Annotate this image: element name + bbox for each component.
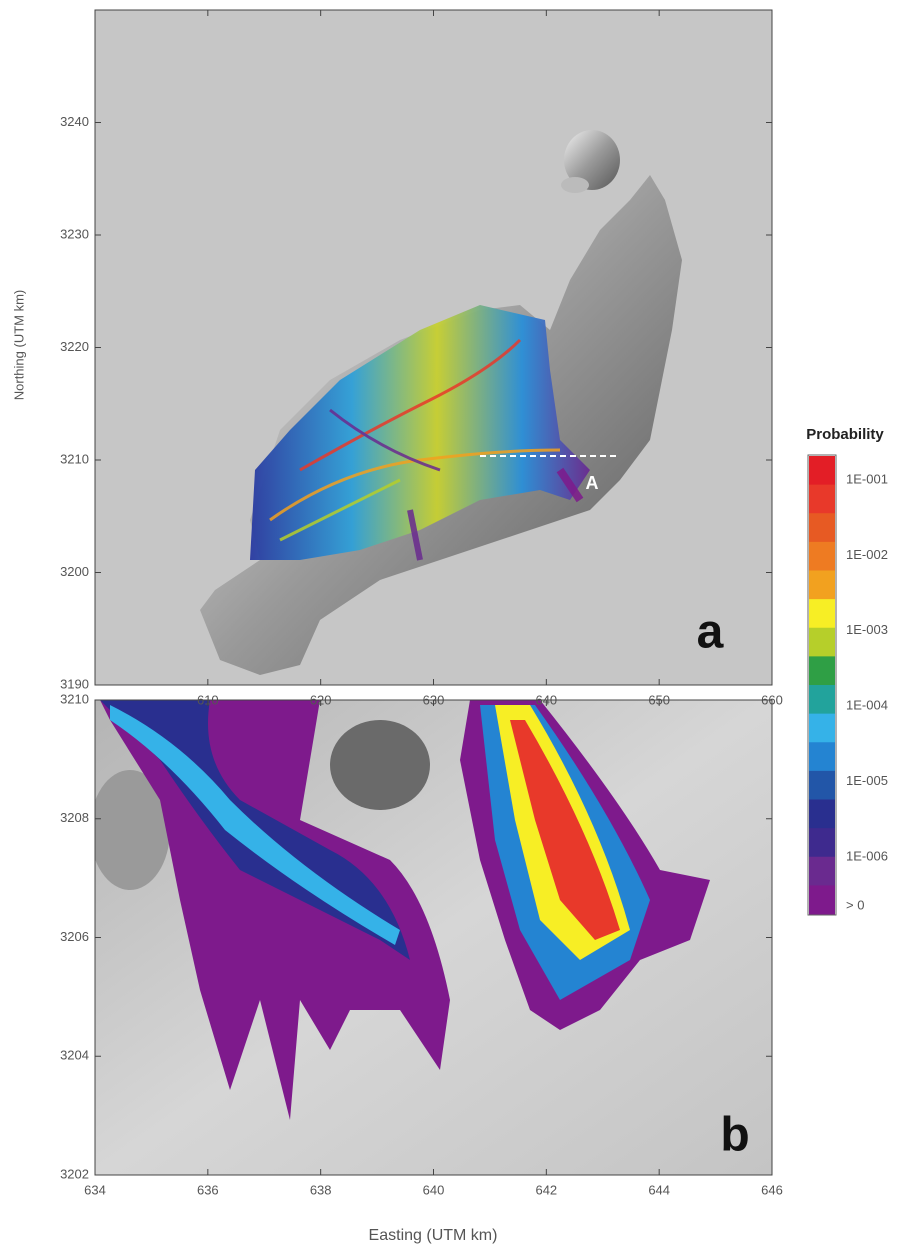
colorbar-band: [809, 828, 835, 857]
legend-label: 1E-003: [846, 622, 888, 637]
legend-title: Probability: [806, 426, 884, 443]
legend-label: 1E-005: [846, 773, 888, 788]
colorbar-band: [809, 599, 835, 628]
y-tick-label: 3204: [60, 1048, 89, 1063]
colorbar-band: [809, 656, 835, 685]
map-a: [95, 10, 772, 685]
colorbar-band: [809, 485, 835, 514]
map-b: [90, 700, 772, 1175]
x-tick-label: 638: [310, 1182, 332, 1197]
y-tick-label: 3208: [60, 810, 89, 825]
x-tick-label: 642: [535, 1182, 557, 1197]
colorbar-band: [809, 571, 835, 600]
legend-label: 1E-002: [846, 547, 888, 562]
colorbar-band: [809, 513, 835, 542]
colorbar-band: [809, 800, 835, 829]
panel-letter: a: [697, 606, 724, 659]
y-tick-label: 3230: [60, 226, 89, 241]
panel-letter: b: [720, 1109, 749, 1162]
legend-label: 1E-004: [846, 698, 888, 713]
x-tick-label: 646: [761, 1182, 783, 1197]
x-tick-label: 644: [648, 1182, 670, 1197]
y-tick-label: 3206: [60, 929, 89, 944]
colorbar-band: [809, 742, 835, 771]
y-tick-label: 3200: [60, 564, 89, 579]
colorbar-band: [809, 857, 835, 886]
y-tick-label: 3220: [60, 339, 89, 354]
legend-label: 1E-001: [846, 471, 888, 486]
y-tick-label: 3210: [60, 691, 89, 706]
x-tick-label: 640: [423, 1182, 445, 1197]
figure: Northing (UTM km) Easting (UTM km) Proba…: [0, 0, 909, 1251]
colorbar-band: [809, 714, 835, 743]
y-tick-label: 3190: [60, 676, 89, 691]
colorbar-band: [809, 628, 835, 657]
colorbar-band: [809, 456, 835, 485]
x-tick-label: 634: [84, 1182, 106, 1197]
colorbar-band: [809, 685, 835, 714]
y-tick-label: 3202: [60, 1166, 89, 1181]
x-tick-label: 636: [197, 1182, 219, 1197]
legend-label: 1E-006: [846, 848, 888, 863]
y-tick-label: 3240: [60, 114, 89, 129]
y-tick-label: 3210: [60, 451, 89, 466]
colorbar-band: [809, 771, 835, 800]
y-axis-label: Northing (UTM km): [11, 290, 26, 401]
colorbar-band: [809, 885, 835, 914]
x-axis-label: Easting (UTM km): [369, 1227, 498, 1244]
colorbar-band: [809, 542, 835, 571]
legend-label: > 0: [846, 897, 864, 912]
cross-section-label: A: [586, 473, 599, 493]
